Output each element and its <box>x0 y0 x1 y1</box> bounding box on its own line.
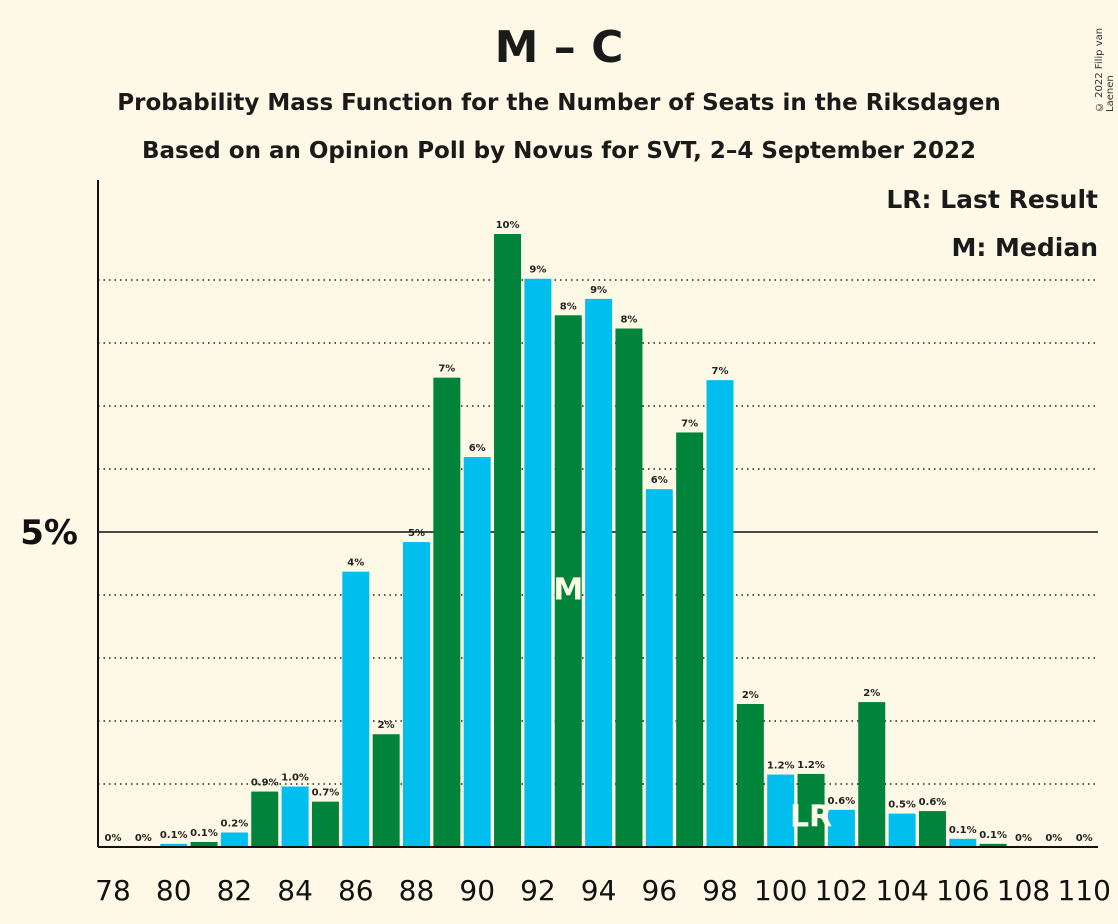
x-tick-label: 98 <box>702 874 738 907</box>
x-tick-label: 94 <box>581 874 617 907</box>
bar-value-label: 0% <box>1076 833 1093 844</box>
bar-value-label: 7% <box>712 366 729 377</box>
bar-value-label: 0.5% <box>888 800 916 811</box>
bar-value-label: 0% <box>1015 833 1032 844</box>
bar <box>888 813 916 847</box>
bar <box>403 542 430 847</box>
x-tick-label: 78 <box>95 874 131 907</box>
bar-value-label: 10% <box>496 220 520 231</box>
bar <box>706 380 734 847</box>
bar-value-label: 6% <box>651 475 668 486</box>
x-tick-label: 92 <box>520 874 556 907</box>
x-tick-label: 84 <box>277 874 313 907</box>
bar-value-label: 0% <box>105 833 122 844</box>
bar-value-label: 0.9% <box>251 778 279 789</box>
bar-value-label: 8% <box>620 315 637 326</box>
bar <box>797 773 825 847</box>
bar-value-label: 7% <box>438 364 455 375</box>
bar <box>615 328 643 847</box>
bar <box>827 809 855 847</box>
bar <box>342 571 370 847</box>
bar-value-label: 1.0% <box>281 773 309 784</box>
last-result-marker: LR <box>790 800 832 835</box>
bar <box>494 234 522 847</box>
bar-value-label: 8% <box>560 301 577 312</box>
bar <box>220 832 248 847</box>
x-tick-label: 102 <box>815 874 868 907</box>
bar-value-label: 0.1% <box>979 830 1007 841</box>
bar-value-label: 2% <box>378 720 395 731</box>
bar-value-label: 2% <box>863 688 880 699</box>
bar-value-label: 0% <box>1045 833 1062 844</box>
bar-value-label: 2% <box>742 690 759 701</box>
bar-value-label: 0.1% <box>190 828 218 839</box>
bar-value-label: 7% <box>681 418 698 429</box>
bar <box>585 298 613 847</box>
chart-source: Based on an Opinion Poll by Novus for SV… <box>141 138 977 164</box>
x-tick-label: 96 <box>641 874 677 907</box>
legend-median: M: Median <box>951 233 1098 262</box>
bar-value-label: 0.1% <box>949 825 977 836</box>
bar <box>645 489 673 847</box>
x-tick-label: 104 <box>875 874 928 907</box>
x-tick-label: 88 <box>399 874 435 907</box>
x-tick-label: 90 <box>459 874 495 907</box>
bar <box>524 278 552 847</box>
bar <box>918 811 946 847</box>
x-tick-label: 106 <box>936 874 989 907</box>
median-marker: M <box>553 573 583 608</box>
bar <box>160 843 188 847</box>
bar-value-label: 1.2% <box>767 761 795 772</box>
bar-value-label: 0% <box>135 833 152 844</box>
bar <box>372 734 400 847</box>
bar-value-label: 4% <box>347 558 364 569</box>
bar-value-label: 5% <box>408 528 425 539</box>
bar <box>251 791 279 847</box>
bar <box>554 315 582 847</box>
x-tick-label: 100 <box>754 874 807 907</box>
chart-subtitle: Probability Mass Function for the Number… <box>117 90 1001 116</box>
bar-value-label: 6% <box>469 443 486 454</box>
y-tick-label: 5% <box>20 513 78 553</box>
bar <box>676 432 704 847</box>
bar <box>767 774 795 847</box>
bar <box>433 377 461 847</box>
bar-value-label: 9% <box>529 265 546 276</box>
bar-value-label: 0.2% <box>221 819 249 830</box>
bar <box>281 786 309 847</box>
legend-last-result: LR: Last Result <box>886 185 1098 214</box>
bar-value-label: 0.6% <box>828 796 856 807</box>
bar-value-label: 0.6% <box>919 797 947 808</box>
x-tick-label: 82 <box>217 874 253 907</box>
bar <box>949 838 977 847</box>
bar <box>463 457 491 847</box>
x-tick-label: 108 <box>997 874 1050 907</box>
bar-value-label: 0.7% <box>312 788 340 799</box>
x-tick-label: 86 <box>338 874 374 907</box>
bar <box>311 801 339 847</box>
bar <box>736 703 764 847</box>
bar <box>190 841 218 847</box>
chart-title: M – C <box>494 22 624 73</box>
bar-value-label: 9% <box>590 285 607 296</box>
x-tick-label: 110 <box>1057 874 1110 907</box>
bar-value-label: 1.2% <box>797 760 825 771</box>
bar-value-label: 0.1% <box>160 830 188 841</box>
x-tick-label: 80 <box>156 874 192 907</box>
bar <box>979 843 1007 847</box>
bar <box>858 702 886 847</box>
